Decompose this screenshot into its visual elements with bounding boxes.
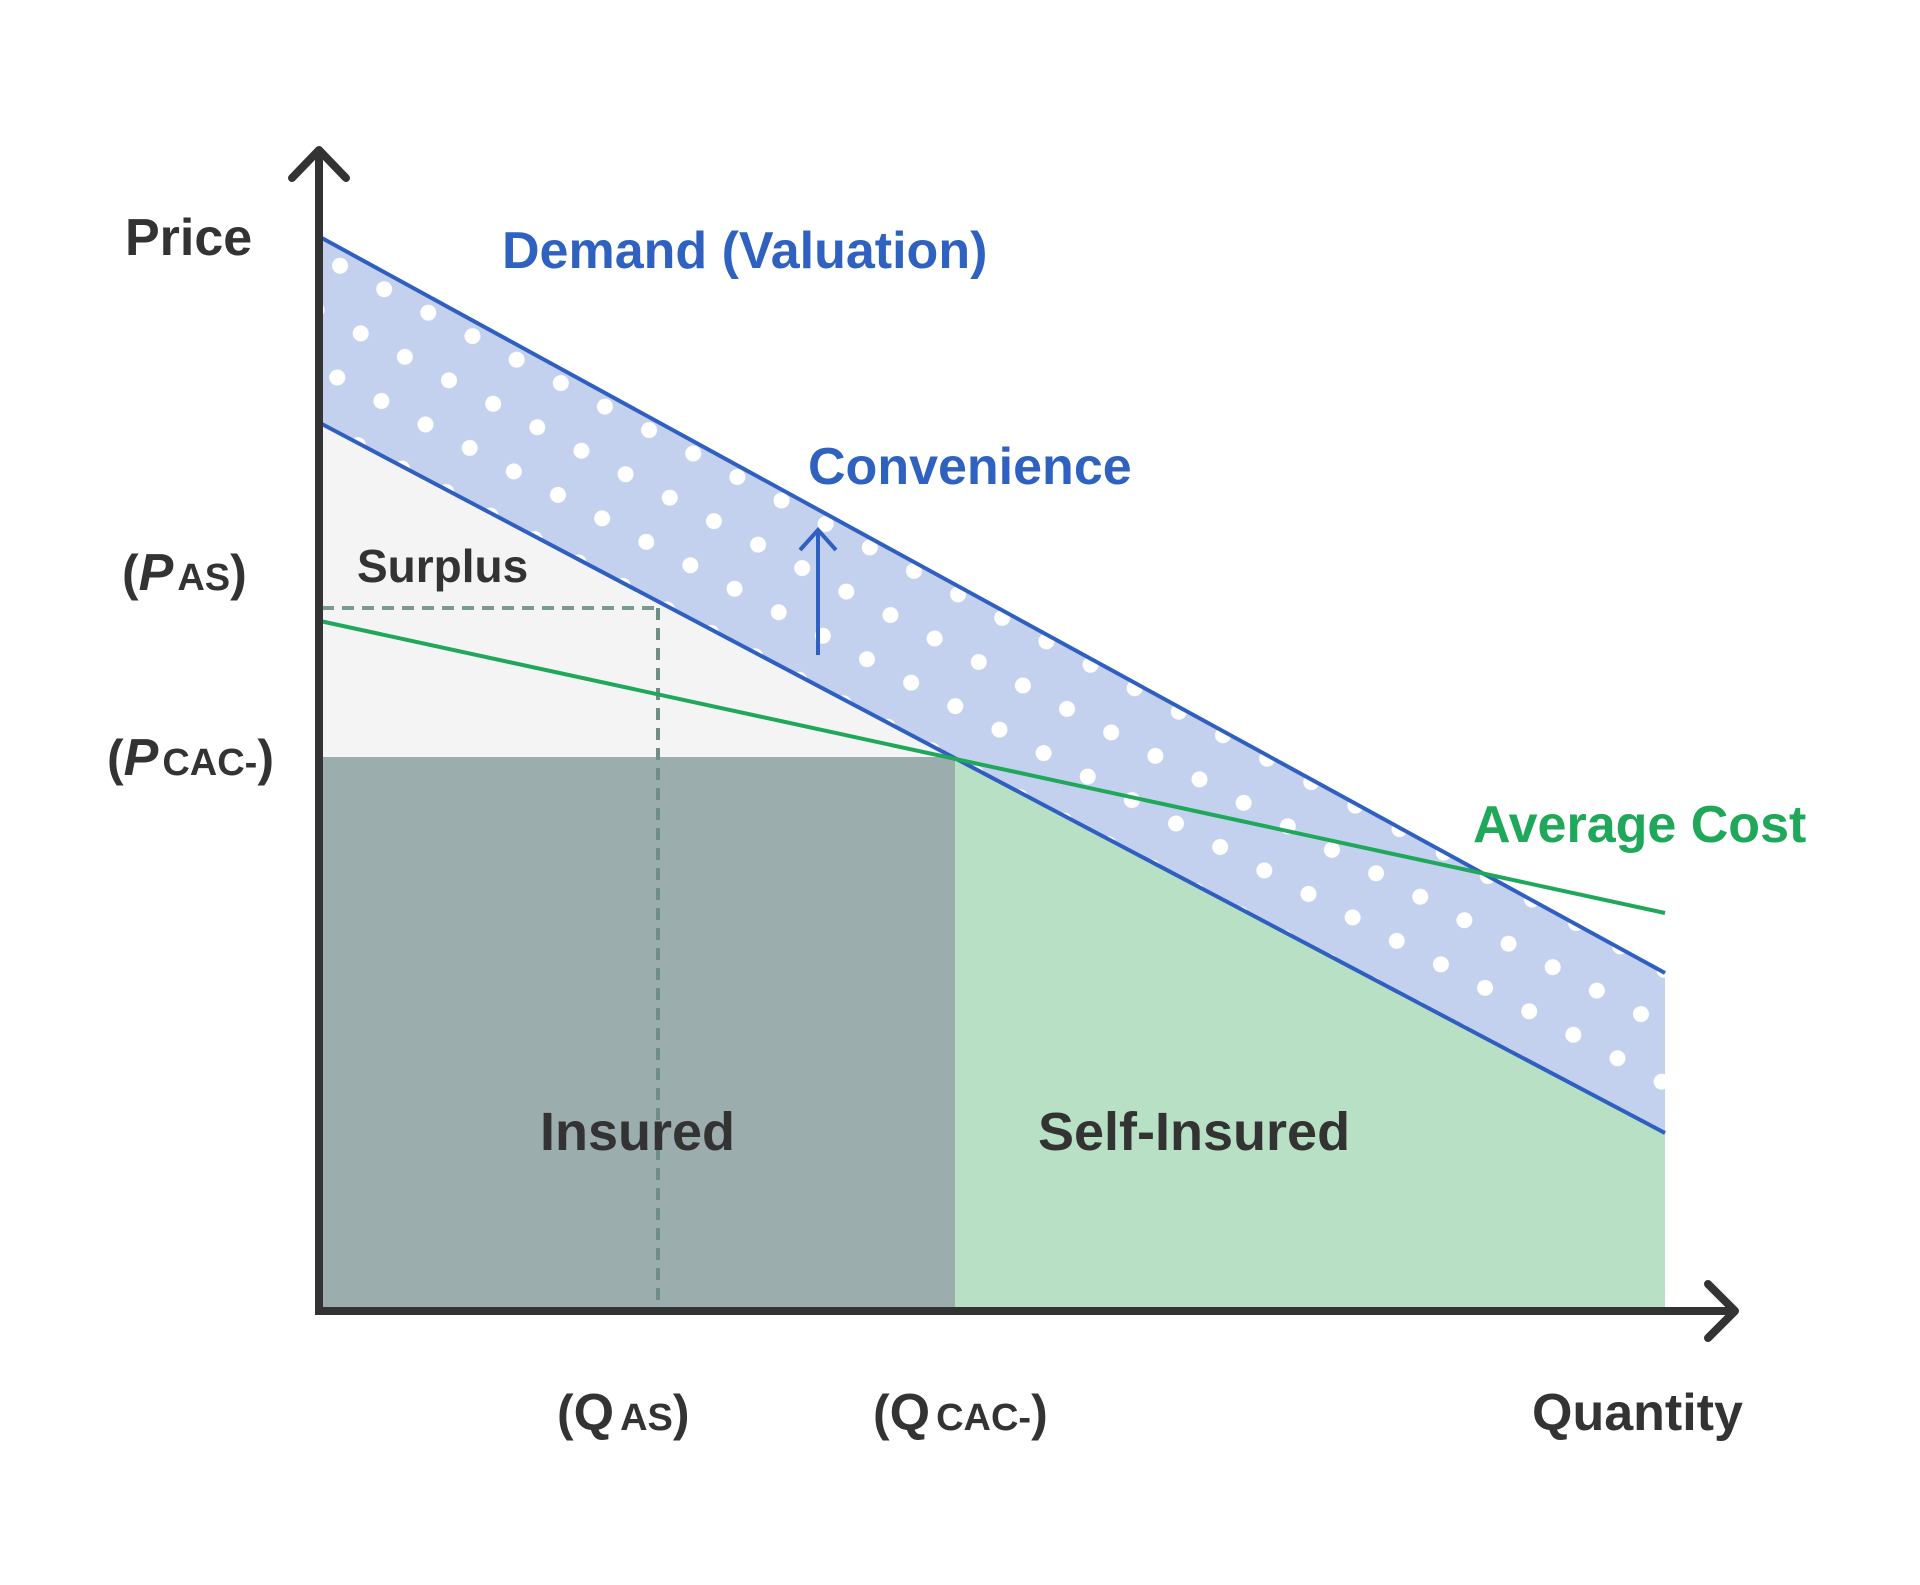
average-cost-line	[319, 619, 1666, 915]
p-cac-label: (P CAC-)	[107, 729, 274, 787]
self-insured-label: Self-Insured	[1038, 1102, 1350, 1162]
surplus-label: Surplus	[357, 540, 528, 592]
y-axis	[288, 146, 350, 1313]
x-axis-title: Quantity	[1532, 1384, 1743, 1442]
insured-label: Insured	[540, 1102, 735, 1162]
y-axis-title: Price	[125, 209, 252, 267]
q-cac-label: (Q CAC-)	[873, 1384, 1048, 1442]
convenience-label: Convenience	[808, 438, 1132, 496]
p-as-label: (P AS)	[122, 544, 247, 602]
x-axis	[315, 1280, 1739, 1342]
x-axis-arrowhead	[1704, 1280, 1739, 1342]
convenience-band-dots	[320, 237, 1665, 1133]
y-axis-arrowhead	[288, 146, 350, 182]
insured-area	[320, 757, 955, 1310]
demand-label: Demand (Valuation)	[502, 222, 987, 280]
self-insured-area	[955, 757, 1665, 1310]
average-cost-label: Average Cost	[1473, 796, 1806, 854]
q-as-label: (Q AS)	[557, 1384, 690, 1442]
demand-line-upper	[319, 235, 1666, 975]
demand-line-lower	[319, 421, 1666, 1135]
convenience-arrow	[798, 527, 838, 655]
